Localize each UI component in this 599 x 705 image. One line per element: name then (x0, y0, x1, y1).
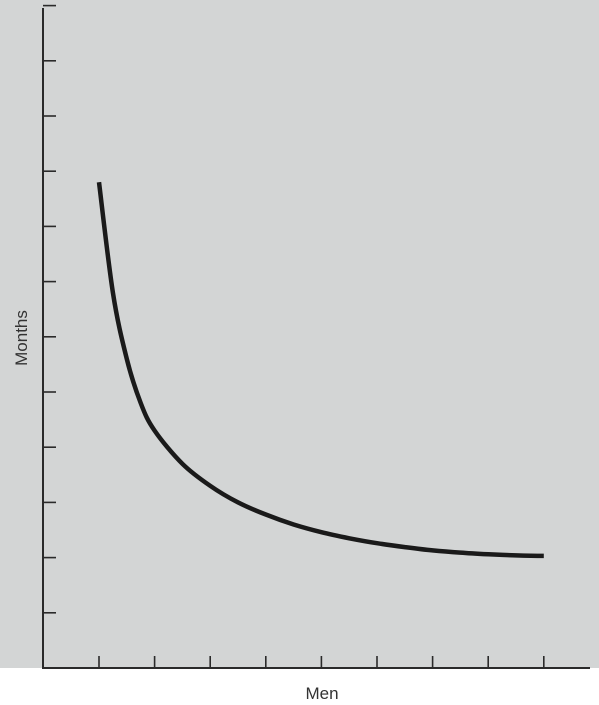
y-axis-label: Months (12, 310, 31, 366)
x-axis-ticks (98, 656, 545, 668)
x-axis-label: Men (305, 684, 338, 703)
plot-background (0, 0, 599, 668)
y-axis-ticks (43, 4, 56, 614)
series-line (96, 181, 544, 559)
